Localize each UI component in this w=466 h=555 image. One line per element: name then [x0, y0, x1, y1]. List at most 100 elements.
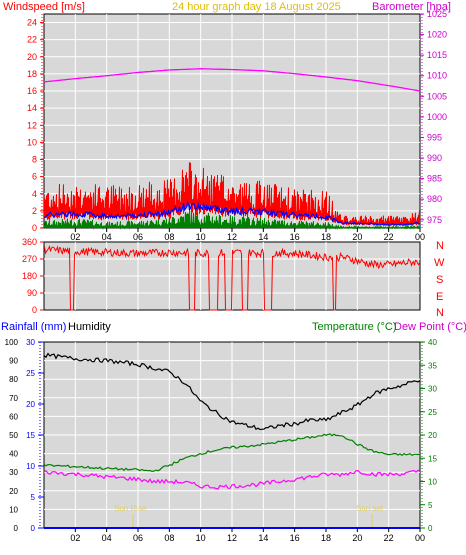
humidity-line — [43, 352, 421, 431]
humidity-axis-label: Humidity — [68, 321, 111, 333]
barometer-tick-1025: 1025 — [427, 9, 447, 19]
compass-label-n-top: N — [436, 240, 444, 252]
sunset-label: Sun set — [356, 504, 384, 513]
rain-tick-25: 25 — [26, 369, 35, 378]
compass-label-s: S — [436, 274, 443, 286]
temp-tick-0: 0 — [428, 524, 433, 533]
rain-tick-20: 20 — [26, 400, 35, 409]
rain-ticks: 0 5 10 15 20 25 30 — [26, 338, 44, 533]
temp-tick-40: 40 — [428, 338, 437, 347]
temperature-axis-label: Temperature (°C) — [312, 321, 396, 333]
rain-tick-0: 0 — [31, 524, 36, 533]
x-tick-18: 18 — [321, 533, 331, 543]
dewpoint-axis-label: Dew Point (°C) — [394, 321, 466, 333]
rainfall-axis-label: Rainfall (mm) — [1, 321, 66, 333]
graph-title: 24 hour graph day 18 August 2025 — [172, 1, 341, 13]
x-tick-18: 18 — [321, 232, 331, 242]
compass-label-w: W — [434, 257, 445, 269]
temperature-time-ticks: 02 04 06 08 10 12 14 16 18 20 22 00 — [70, 528, 425, 543]
x-tick-06: 06 — [133, 533, 143, 543]
temperature-ticks: 0 5 10 15 20 25 30 35 40 — [420, 338, 437, 533]
barometer-tick-1020: 1020 — [427, 30, 447, 40]
direction-tick-180: 180 — [22, 271, 37, 281]
windspeed-tick-24: 24 — [27, 18, 37, 28]
x-tick-12: 12 — [227, 232, 237, 242]
humidity-ticks: 0 10 20 30 40 50 60 70 80 90 100 — [5, 338, 19, 533]
min-wind-line — [44, 210, 420, 230]
x-tick-20: 20 — [352, 533, 362, 543]
windspeed-tick-22: 22 — [27, 35, 37, 45]
humidity-tick-100: 100 — [5, 338, 19, 347]
x-tick-02: 02 — [70, 232, 80, 242]
average-wind-line — [44, 200, 420, 226]
x-tick-02: 02 — [70, 533, 80, 543]
direction-tick-90: 90 — [27, 288, 37, 298]
temp-tick-10: 10 — [428, 478, 437, 487]
rain-tick-30: 30 — [26, 338, 35, 347]
humidity-tick-30: 30 — [9, 468, 18, 477]
x-tick-04: 04 — [102, 232, 112, 242]
windspeed-tick-12: 12 — [27, 120, 37, 130]
windspeed-tick-0: 0 — [32, 223, 37, 233]
barometer-line — [43, 68, 421, 92]
direction-tick-270: 270 — [22, 254, 37, 264]
x-tick-10: 10 — [196, 533, 206, 543]
windspeed-tick-18: 18 — [27, 69, 37, 79]
humidity-tick-60: 60 — [9, 412, 18, 421]
humidity-tick-70: 70 — [9, 394, 18, 403]
x-tick-14: 14 — [258, 232, 268, 242]
windspeed-tick-8: 8 — [32, 155, 37, 165]
x-tick-16: 16 — [290, 533, 300, 543]
compass-label-n-bottom: N — [436, 307, 444, 319]
windspeed-tick-2: 2 — [32, 206, 37, 216]
sun-markers: Sun Rise Sun set — [114, 504, 384, 527]
temp-tick-20: 20 — [428, 431, 437, 440]
x-tick-22: 22 — [384, 533, 394, 543]
compass-labels: N W S E N — [434, 240, 445, 319]
temp-tick-15: 15 — [428, 454, 437, 463]
barometer-tick-990: 990 — [427, 153, 442, 163]
x-tick-20: 20 — [352, 232, 362, 242]
x-tick-10: 10 — [196, 232, 206, 242]
humidity-tick-40: 40 — [9, 450, 18, 459]
x-tick-22: 22 — [384, 232, 394, 242]
windspeed-tick-20: 20 — [27, 52, 37, 62]
wind-direction-line — [44, 244, 420, 311]
temp-tick-35: 35 — [428, 361, 437, 370]
rain-tick-15: 15 — [26, 431, 35, 440]
humidity-tick-90: 90 — [9, 357, 18, 366]
barometer-ticks: 975 980 985 990 995 1000 1005 1010 1015 1020 1025 — [420, 9, 447, 228]
barometer-tick-1010: 1010 — [427, 71, 447, 81]
humidity-tick-50: 50 — [9, 431, 18, 440]
temperature-line — [43, 433, 421, 473]
dewpoint-line — [43, 469, 421, 490]
temp-tick-30: 30 — [428, 385, 437, 394]
temp-tick-25: 25 — [428, 408, 437, 417]
humidity-tick-0: 0 — [14, 524, 19, 533]
windspeed-tick-10: 10 — [27, 137, 37, 147]
windspeed-tick-6: 6 — [32, 172, 37, 182]
x-tick-08: 08 — [164, 232, 174, 242]
barometer-tick-1000: 1000 — [427, 112, 447, 122]
barometer-axis-label: Barometer [hpa] — [372, 1, 451, 13]
humidity-tick-20: 20 — [9, 487, 18, 496]
barometer-tick-975: 975 — [427, 215, 442, 225]
x-tick-08: 08 — [164, 533, 174, 543]
windspeed-axis-label: Windspeed [m/s] — [3, 1, 85, 13]
x-tick-00: 00 — [415, 533, 425, 543]
wind-time-ticks: 02 04 06 08 10 12 14 16 18 20 22 00 — [70, 228, 425, 242]
gust-line — [44, 162, 420, 227]
sunrise-label: Sun Rise — [114, 504, 147, 513]
wind-panel-series — [43, 68, 421, 230]
humidity-tick-10: 10 — [9, 505, 18, 514]
x-tick-12: 12 — [227, 533, 237, 543]
barometer-tick-1015: 1015 — [427, 50, 447, 60]
x-tick-14: 14 — [258, 533, 268, 543]
x-tick-06: 06 — [133, 232, 143, 242]
windspeed-tick-4: 4 — [32, 189, 37, 199]
direction-panel-series — [44, 244, 420, 311]
direction-ticks: 0 90 180 270 360 — [22, 237, 44, 315]
windspeed-tick-14: 14 — [27, 103, 37, 113]
